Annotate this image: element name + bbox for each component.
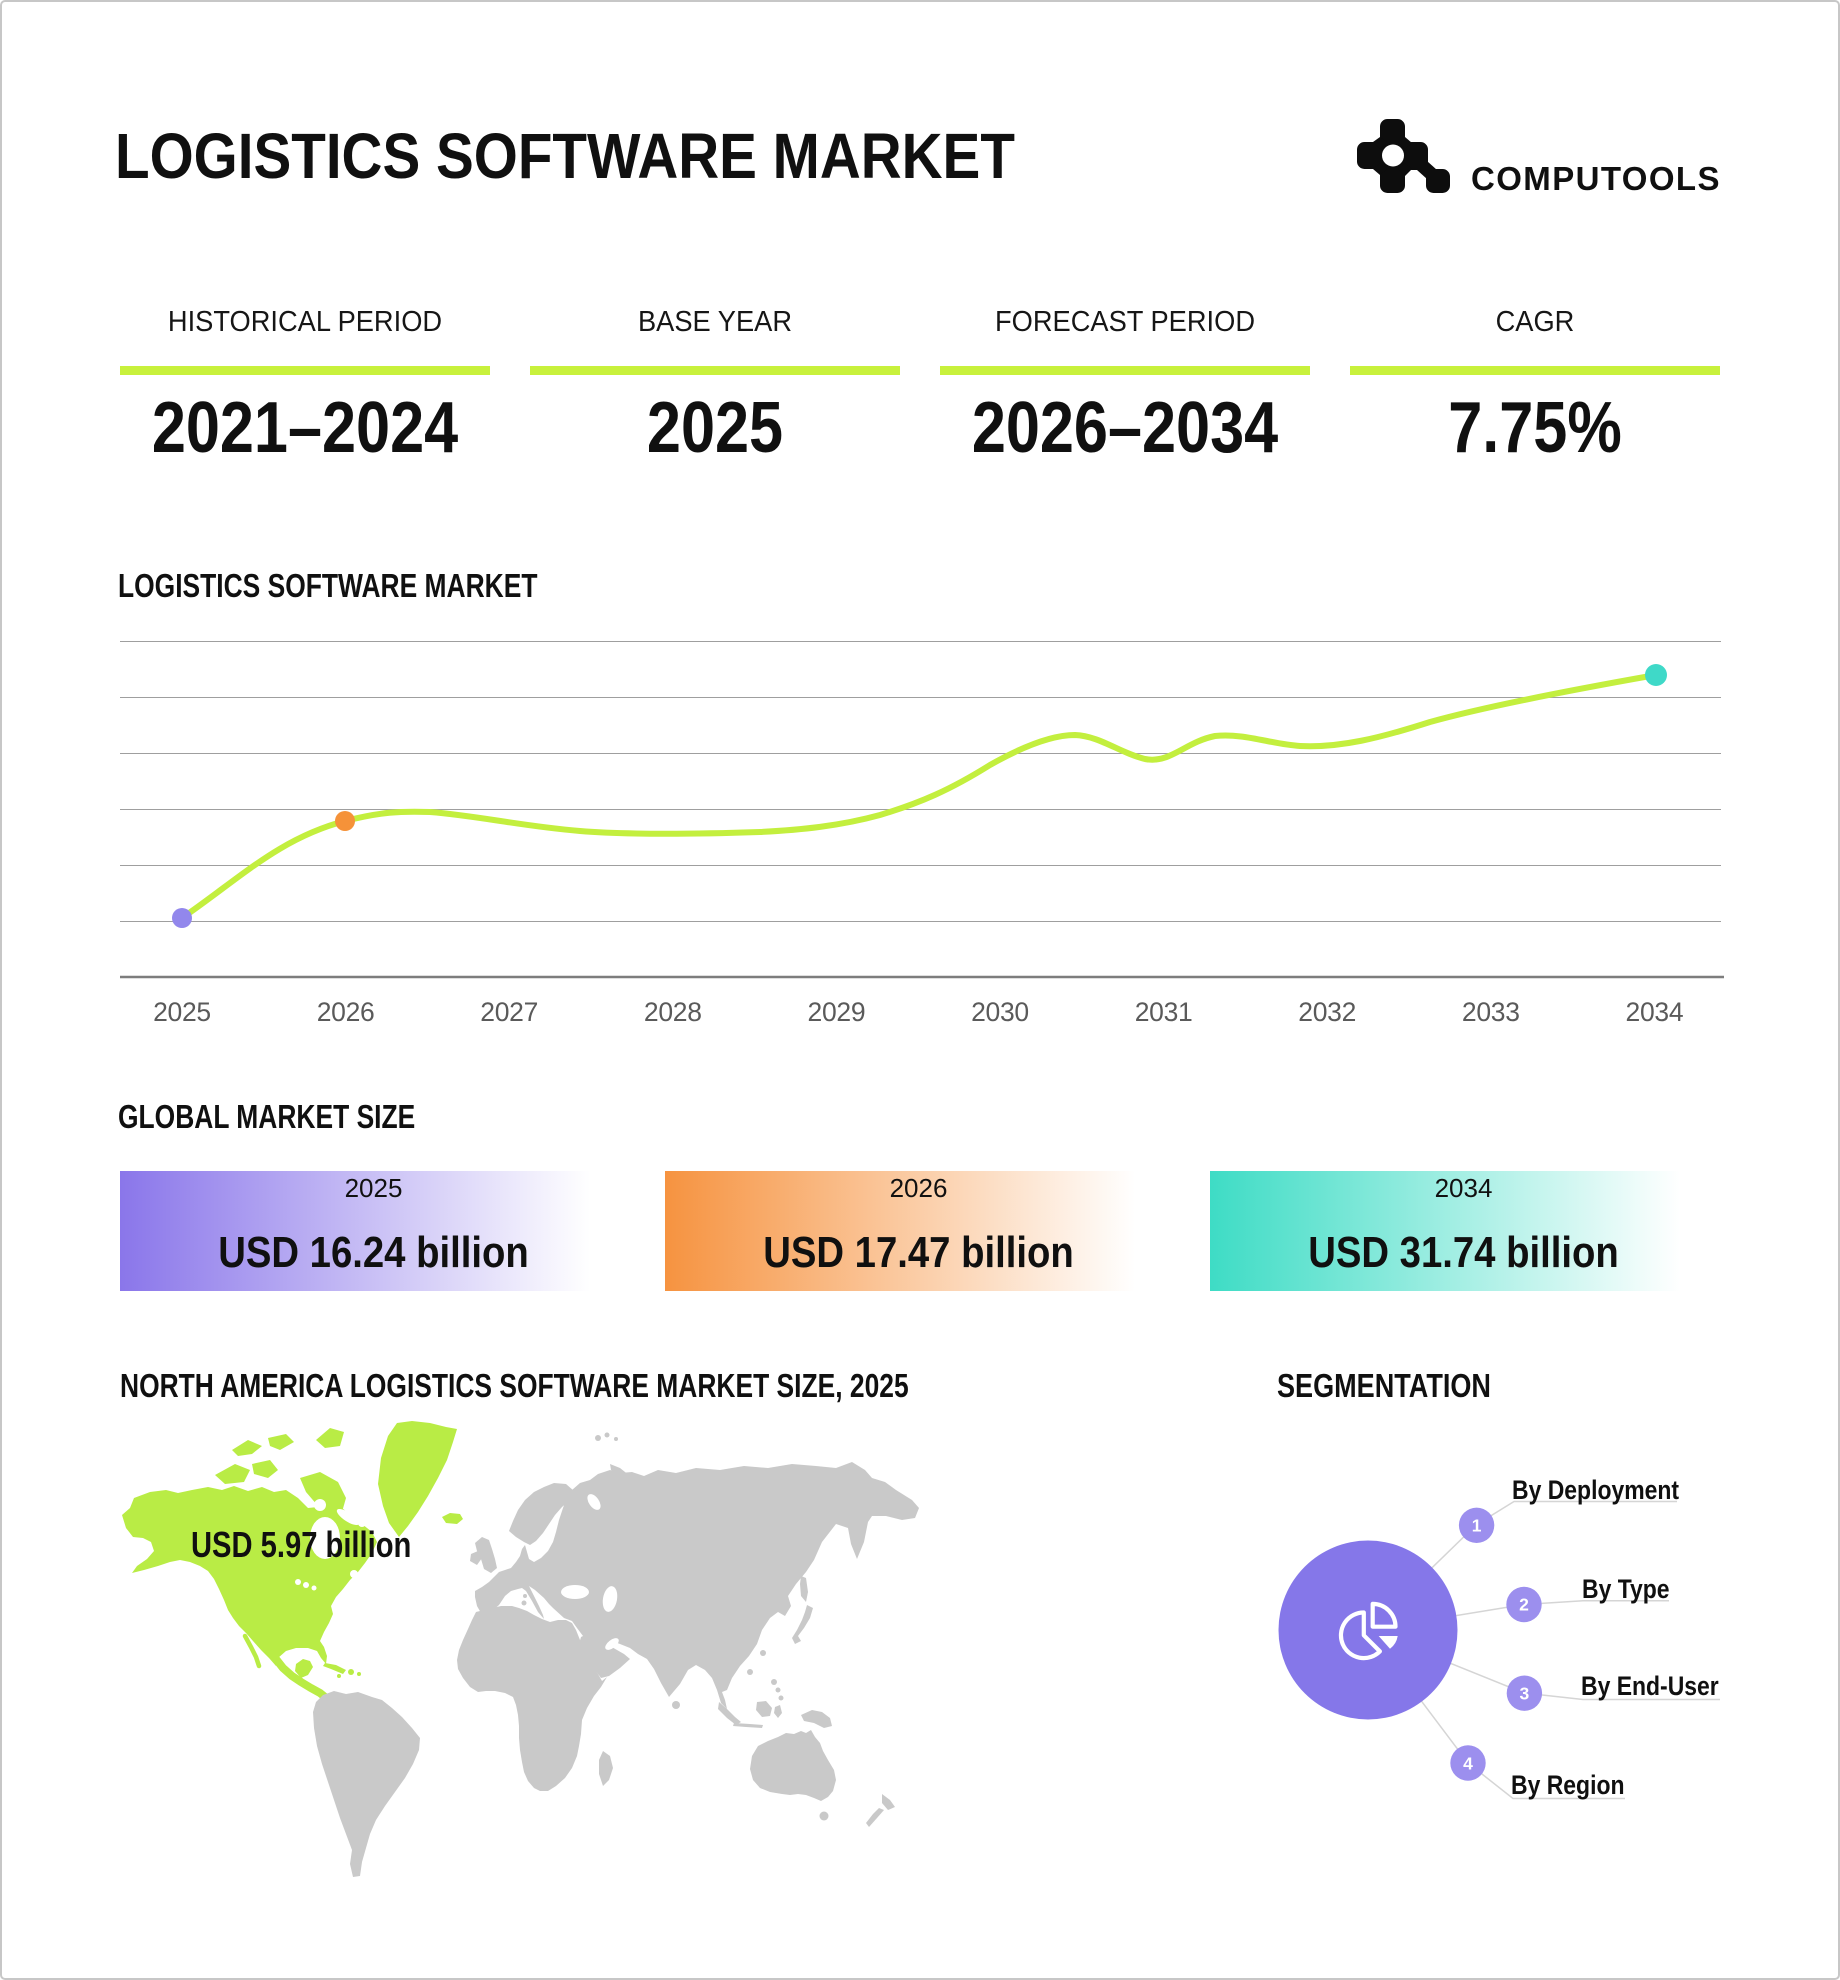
svg-text:2: 2 bbox=[1519, 1595, 1529, 1615]
svg-text:3: 3 bbox=[1520, 1684, 1530, 1704]
svg-text:4: 4 bbox=[1463, 1754, 1473, 1774]
svg-text:1: 1 bbox=[1472, 1516, 1482, 1536]
